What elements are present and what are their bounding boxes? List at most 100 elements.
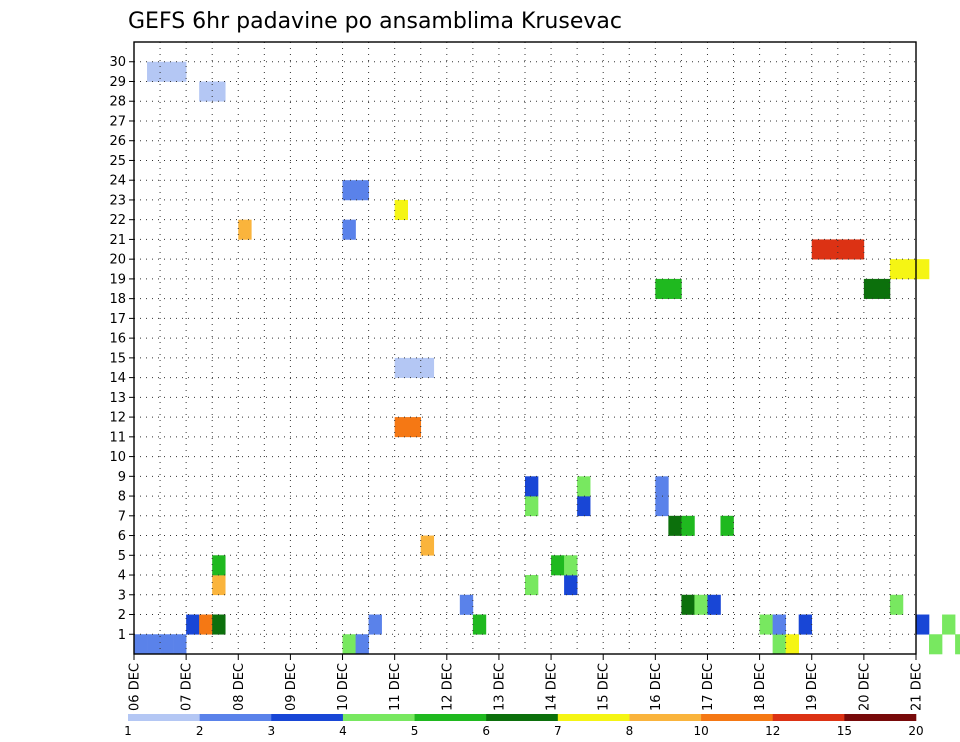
x-tick-label: 19 DEC <box>805 663 820 711</box>
y-tick-label: 4 <box>118 569 126 584</box>
heatmap-cell <box>889 594 904 615</box>
y-tick-label: 26 <box>109 134 126 149</box>
heatmap-cell <box>186 614 200 635</box>
heatmap-cell <box>720 515 734 536</box>
y-tick-label: 24 <box>109 174 126 189</box>
colorbar: 1 2 3 4 5 6 7 8 10 12 15 20 <box>124 714 924 738</box>
heatmap-cell <box>929 634 943 655</box>
heatmap-cell <box>668 515 682 536</box>
heatmap-cell <box>525 575 539 596</box>
colorbar-label: 3 <box>267 724 275 738</box>
y-tick-label: 16 <box>109 332 126 347</box>
grid-lines <box>134 42 916 654</box>
heatmap-cell <box>772 614 786 635</box>
heatmap-cell <box>785 634 799 655</box>
y-tick-label: 30 <box>109 55 126 70</box>
heatmap-cell <box>472 614 487 635</box>
heatmap-cell <box>212 555 226 576</box>
colorbar-swatch <box>199 714 272 721</box>
colorbar-label: 20 <box>908 724 923 738</box>
heatmap-cell <box>681 594 695 615</box>
y-axis: 1234567891011121314151617181920212223242… <box>109 55 134 643</box>
y-tick-label: 27 <box>109 114 126 129</box>
heatmap-cell <box>564 575 578 596</box>
x-tick-label: 10 DEC <box>336 663 351 711</box>
x-tick-label: 18 DEC <box>753 663 768 711</box>
x-tick-label: 20 DEC <box>857 663 872 711</box>
colorbar-label: 10 <box>693 724 708 738</box>
heatmap-cell <box>811 239 865 260</box>
colorbar-swatch <box>772 714 845 721</box>
heatmap-cell <box>368 614 382 635</box>
heatmap-cell <box>564 555 578 576</box>
heatmap-cell <box>551 555 565 576</box>
heatmap-cell <box>681 515 695 536</box>
y-tick-label: 28 <box>109 95 126 110</box>
colorbar-swatch <box>701 714 774 721</box>
y-tick-label: 13 <box>109 391 126 406</box>
heatmap-cell <box>342 180 369 201</box>
colorbar-label: 7 <box>554 724 562 738</box>
heatmap-cells <box>134 61 960 655</box>
x-tick-label: 21 DEC <box>910 663 925 711</box>
heatmap-cell <box>212 575 226 596</box>
heatmap-cell <box>955 634 960 655</box>
colorbar-label: 15 <box>837 724 852 738</box>
heatmap-cell <box>394 199 408 220</box>
chart-title: GEFS 6hr padavine po ansamblima Krusevac <box>128 9 622 34</box>
x-axis: 06 DEC 07 DEC 08 DEC 09 DEC 10 DEC 11 DEC 12 D… <box>128 654 925 711</box>
heatmap-cell <box>655 476 669 497</box>
y-tick-label: 15 <box>109 351 126 366</box>
y-tick-label: 1 <box>118 628 126 643</box>
x-tick-label: 09 DEC <box>284 663 299 711</box>
y-tick-label: 14 <box>109 371 126 386</box>
heatmap-cell <box>694 594 708 615</box>
y-tick-label: 20 <box>109 253 126 268</box>
heatmap-cell <box>525 476 539 497</box>
heatmap-cell <box>577 496 591 517</box>
heatmap-cell <box>355 634 369 655</box>
y-tick-label: 25 <box>109 154 126 169</box>
y-tick-label: 18 <box>109 292 126 307</box>
colorbar-swatch <box>342 714 415 721</box>
y-tick-label: 22 <box>109 213 126 228</box>
heatmap-cell <box>459 594 474 615</box>
colorbar-swatch <box>271 714 344 721</box>
x-tick-label: 17 DEC <box>701 663 716 711</box>
x-tick-label: 12 DEC <box>440 663 455 711</box>
y-tick-label: 5 <box>118 549 126 564</box>
heatmap-cell <box>655 278 682 299</box>
x-tick-label: 14 DEC <box>545 663 560 711</box>
y-tick-label: 19 <box>109 272 126 287</box>
y-tick-label: 12 <box>109 411 126 426</box>
y-tick-label: 9 <box>118 470 126 485</box>
heatmap-cell <box>420 535 435 556</box>
heatmap-cell <box>525 496 539 517</box>
heatmap-cell <box>942 614 956 635</box>
colorbar-label: 4 <box>339 724 347 738</box>
colorbar-swatch <box>629 714 702 721</box>
x-tick-label: 15 DEC <box>597 663 612 711</box>
y-tick-label: 17 <box>109 312 126 327</box>
heatmap-cell <box>342 219 356 240</box>
colorbar-label: 8 <box>626 724 634 738</box>
y-tick-label: 21 <box>109 233 126 248</box>
colorbar-swatch <box>486 714 559 721</box>
heatmap-cell <box>199 614 213 635</box>
y-tick-label: 7 <box>118 509 126 524</box>
heatmap-cell <box>916 614 930 635</box>
y-tick-label: 29 <box>109 75 126 90</box>
y-tick-label: 8 <box>118 490 126 505</box>
heatmap-cell <box>772 634 786 655</box>
heatmap-cell <box>199 81 226 102</box>
y-tick-label: 23 <box>109 193 126 208</box>
x-tick-label: 08 DEC <box>232 663 247 711</box>
x-tick-label: 06 DEC <box>128 663 143 711</box>
heatmap-cell <box>238 219 252 240</box>
y-tick-label: 2 <box>118 608 126 623</box>
heatmap-cell <box>889 259 930 280</box>
x-tick-label: 11 DEC <box>388 663 403 711</box>
heatmap-cell <box>577 476 591 497</box>
x-tick-label: 16 DEC <box>649 663 664 711</box>
